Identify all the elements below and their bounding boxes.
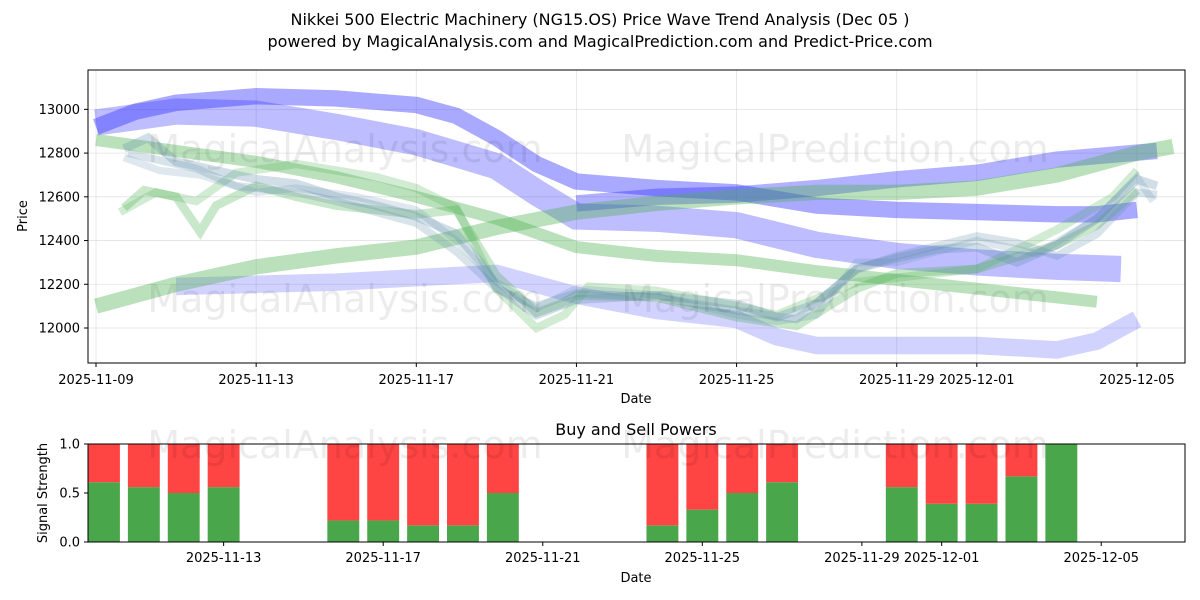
buy-bar-3	[207, 487, 240, 542]
wave-band-blue-1	[93, 87, 1138, 223]
sell-bar-7	[447, 444, 479, 526]
sell-bar-4	[327, 444, 360, 521]
price-y-tick-label-0: 12000	[39, 322, 80, 337]
price-x-tick-label-1: 2025-11-13	[218, 373, 294, 388]
watermark-prediction-mid: MagicalPrediction.com	[621, 277, 1049, 321]
powers-y-tick-label-2: 1.0	[59, 438, 80, 453]
price-plot-frame	[87, 69, 1186, 364]
price-x-tick-label-6: 2025-12-01	[939, 373, 1015, 388]
chart-subtitle: powered by MagicalAnalysis.com and Magic…	[267, 32, 933, 51]
price-grid	[88, 70, 1185, 363]
price-x-tick-label-4: 2025-11-25	[699, 373, 775, 388]
wave-band-green-7	[118, 159, 1141, 333]
price-x-ticks: 2025-11-09 2025-11-13 2025-11-17 2025-11-21…	[58, 363, 1175, 388]
buy-bar-0	[88, 482, 120, 542]
powers-y-tick-label-0: 0.0	[59, 536, 80, 551]
powers-panel: Buy and Sell Powers MagicalAnalysis.com …	[36, 420, 1186, 586]
powers-x-tick-label-6: 2025-12-05	[1063, 551, 1139, 566]
sell-bar-6	[407, 444, 440, 526]
sell-bar-9	[646, 444, 679, 526]
powers-bars	[88, 444, 1078, 542]
price-panel: MagicalAnalysis.com MagicalPrediction.co…	[16, 69, 1186, 407]
watermark-analysis-sub: MagicalAnalysis.com	[147, 423, 542, 467]
sell-bar-3	[207, 444, 240, 488]
wave-band-slate-9	[127, 149, 1158, 324]
buy-bar-4	[327, 520, 360, 542]
powers-x-tick-label-5: 2025-12-01	[904, 551, 980, 566]
buy-bar-5	[367, 520, 400, 542]
wave-band-green-5	[95, 134, 1098, 308]
buy-bar-14	[925, 503, 958, 542]
sell-bar-10	[686, 444, 719, 510]
price-plot-background	[88, 70, 1185, 363]
price-x-axis-label: Date	[620, 392, 651, 407]
watermark-analysis-top: MagicalAnalysis.com	[147, 127, 542, 171]
powers-title: Buy and Sell Powers	[555, 420, 717, 439]
wave-band-green-4	[93, 138, 1175, 314]
sell-bar-1	[127, 444, 160, 488]
buy-bar-15	[965, 503, 998, 542]
powers-y-ticks: 0.0 0.5 1.0	[59, 438, 88, 551]
price-x-tick-label-5: 2025-11-29	[859, 373, 935, 388]
buy-bar-7	[447, 525, 479, 542]
wave-band-slate-10	[122, 154, 1157, 326]
wave-bands	[93, 87, 1175, 359]
wave-band-green-6	[121, 181, 1140, 331]
powers-x-axis-label: Date	[620, 571, 651, 586]
sell-bar-15	[965, 444, 998, 504]
buy-bar-13	[885, 487, 918, 542]
price-y-tick-label-3: 12600	[39, 190, 80, 205]
powers-x-tick-label-3: 2025-11-25	[665, 551, 741, 566]
powers-x-tick-label-2: 2025-11-21	[505, 551, 581, 566]
price-y-axis-label: Price	[16, 200, 31, 232]
price-x-tick-label-3: 2025-11-21	[539, 373, 615, 388]
sell-bar-14	[925, 444, 958, 504]
buy-bar-6	[407, 525, 440, 542]
buy-bar-16	[1005, 476, 1038, 542]
wave-band-slate-8	[122, 132, 1159, 322]
price-y-tick-label-2: 12400	[39, 234, 80, 249]
price-x-tick-label-7: 2025-12-05	[1099, 373, 1175, 388]
buy-bar-12	[766, 482, 799, 542]
chart-title: Nikkei 500 Electric Machinery (NG15.OS) …	[290, 10, 910, 29]
powers-y-tick-label-1: 0.5	[59, 487, 80, 502]
powers-x-ticks: 2025-11-13 2025-11-17 2025-11-21 2025-11-25…	[186, 542, 1139, 566]
buy-bar-10	[686, 509, 719, 542]
buy-bar-17	[1045, 444, 1078, 542]
sell-bar-12	[766, 444, 799, 483]
powers-plot-background	[88, 444, 1185, 542]
price-y-tick-label-4: 12800	[39, 147, 80, 162]
price-x-tick-label-2: 2025-11-17	[379, 373, 455, 388]
sell-bar-16	[1005, 444, 1038, 477]
sell-bar-11	[726, 444, 759, 493]
watermark-analysis-mid: MagicalAnalysis.com	[147, 277, 542, 321]
sell-bar-8	[486, 444, 519, 493]
buy-bar-9	[646, 525, 679, 542]
buy-bar-1	[127, 487, 160, 542]
powers-x-tick-label-1: 2025-11-17	[345, 551, 421, 566]
buy-bar-11	[726, 493, 759, 542]
price-y-tick-label-5: 13000	[39, 103, 80, 118]
wave-band-blue-0	[94, 98, 1122, 283]
buy-bar-2	[167, 493, 200, 542]
watermark-prediction-sub: MagicalPrediction.com	[621, 423, 1049, 467]
watermark-prediction-top: MagicalPrediction.com	[621, 127, 1049, 171]
powers-y-axis-label: Signal Strength	[36, 443, 51, 543]
sell-bar-2	[167, 444, 200, 493]
price-x-tick-label-0: 2025-11-09	[58, 373, 134, 388]
price-y-tick-label-1: 12200	[39, 278, 80, 293]
sell-bar-5	[367, 444, 400, 521]
wave-band-blue-3	[575, 142, 1158, 212]
sell-bar-13	[885, 444, 918, 488]
buy-bar-8	[486, 493, 519, 542]
sell-bar-0	[88, 444, 120, 483]
powers-x-tick-label-0: 2025-11-13	[186, 551, 262, 566]
powers-x-tick-label-4: 2025-11-29	[824, 551, 900, 566]
wave-band-blue-2	[175, 264, 1142, 359]
price-y-ticks: 12000 12200 12400 12600 12800 13000	[39, 103, 88, 337]
